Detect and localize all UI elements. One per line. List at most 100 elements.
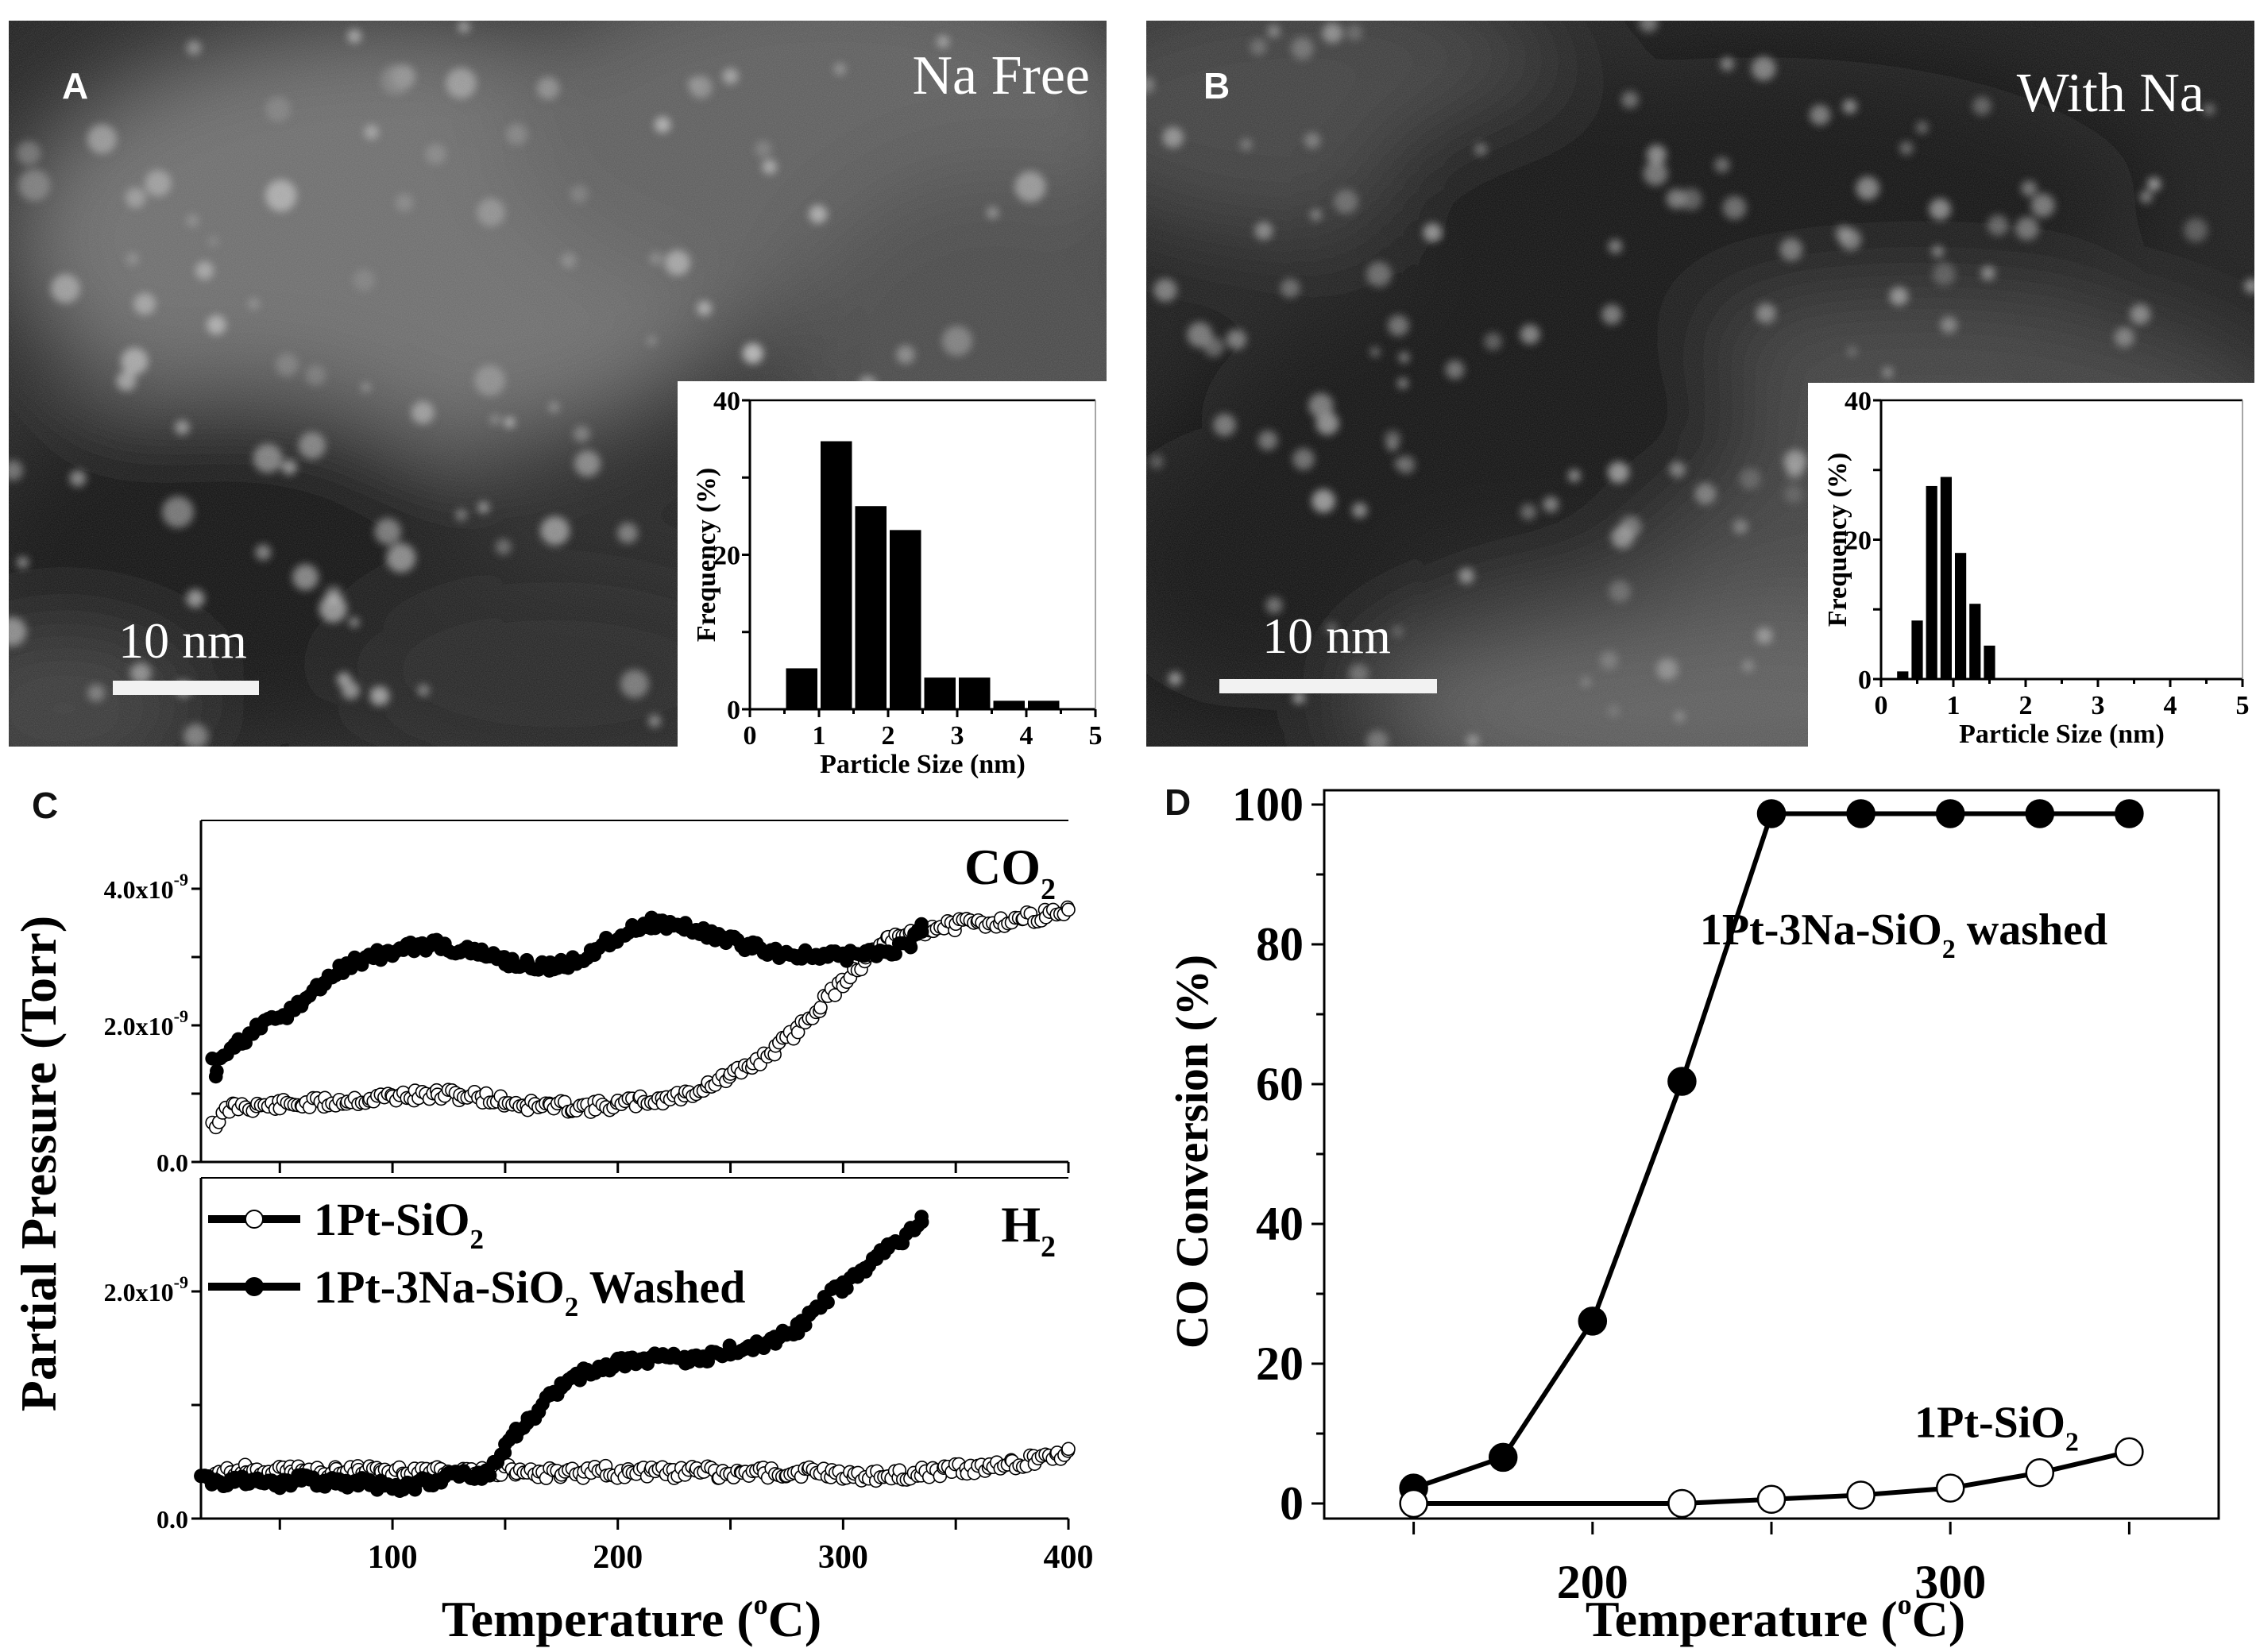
y-axis-label: Frequency (%) bbox=[692, 468, 721, 642]
x-tick-label: 1 bbox=[1947, 691, 1960, 720]
legend-label: 1Pt-SiO2 bbox=[314, 1194, 484, 1255]
histogram-bar bbox=[993, 701, 1025, 709]
y-tick-label: 80 bbox=[1256, 918, 1304, 971]
data-point bbox=[914, 1214, 929, 1229]
data-point bbox=[821, 1295, 835, 1310]
panel-d: D CO Conversion (%) 200 300 0 20 40 60 80 100 1P… bbox=[1165, 778, 2220, 1647]
x-tick-label: 5 bbox=[1089, 721, 1103, 751]
histogram-bar bbox=[924, 677, 956, 709]
y-tick-label: 40 bbox=[1256, 1198, 1304, 1250]
x-tick-label: 100 bbox=[368, 1539, 418, 1576]
panel-letter-c: C bbox=[32, 785, 58, 826]
x-tick-label: 300 bbox=[818, 1539, 868, 1576]
data-point bbox=[1846, 1480, 1875, 1510]
data-point bbox=[1578, 1307, 1608, 1336]
x-tick-label: 4 bbox=[2164, 691, 2177, 720]
y-axis-label-c: Partial Pressure (Torr) bbox=[10, 916, 67, 1411]
x-tick-label: 2 bbox=[2019, 691, 2033, 720]
y-tick-label: 2.0x10-9 bbox=[104, 1272, 188, 1307]
legend-marker bbox=[245, 1277, 264, 1296]
y-tick-label: 2.0x10-9 bbox=[104, 1006, 188, 1040]
histogram-inset-a: 0 1 2 3 4 5 0 20 40 Particle Size (nm) Frequency (… bbox=[678, 381, 1107, 779]
scale-bar-a bbox=[113, 681, 259, 695]
condition-label-a: Na Free bbox=[912, 45, 1090, 106]
data-point bbox=[1667, 1067, 1697, 1096]
series-annotation-main: 1Pt-3Na-SiO bbox=[1700, 905, 1942, 955]
data-point bbox=[1488, 1442, 1518, 1473]
y-tick-label: 0.0 bbox=[156, 1148, 188, 1177]
data-point bbox=[903, 940, 918, 955]
data-point bbox=[1399, 1488, 1428, 1519]
y-tick-mantissa: 2.0x10 bbox=[104, 1278, 174, 1307]
y-tick-label: 4.0x10-9 bbox=[104, 870, 188, 904]
y-tick-label: 0.0 bbox=[156, 1505, 188, 1534]
x-axis-label: Particle Size (nm) bbox=[820, 750, 1026, 779]
data-point bbox=[2115, 799, 2144, 828]
y-axis-label: Frequency (%) bbox=[1823, 453, 1852, 627]
condition-label-b: With Na bbox=[2017, 63, 2204, 124]
series-1pt-3na-sio2-washed bbox=[194, 1210, 929, 1498]
data-point bbox=[1061, 902, 1076, 917]
x-axis-label-d-part3: C) bbox=[1912, 1591, 1966, 1647]
histogram-bar bbox=[821, 441, 852, 709]
gas-label-subscript: 2 bbox=[1041, 1230, 1056, 1264]
x-tick-label: 200 bbox=[593, 1539, 643, 1576]
series-annotation: 1Pt-3Na-SiO2 washed bbox=[1700, 905, 2107, 964]
gas-label: CO2 bbox=[964, 839, 1056, 906]
plot-frame bbox=[1323, 789, 2220, 1520]
histogram-bar bbox=[1897, 671, 1909, 679]
x-axis-label-d: Temperature (oC) bbox=[1586, 1588, 1965, 1647]
x-tick-label: 1 bbox=[813, 721, 826, 751]
data-point bbox=[1935, 799, 1965, 828]
x-axis-label-c-part1: Temperature ( bbox=[442, 1591, 754, 1647]
gas-label: H2 bbox=[1001, 1196, 1056, 1264]
data-point bbox=[482, 1468, 497, 1483]
series-annotation-tail: washed bbox=[1956, 905, 2107, 955]
panel-c: C Partial Pressure (Torr) 0.0 2.0x10-9 4.0… bbox=[10, 785, 1094, 1647]
data-point bbox=[914, 924, 929, 939]
data-point bbox=[813, 1000, 828, 1015]
gas-label-main: H bbox=[1001, 1196, 1041, 1253]
y-tick-label: 20 bbox=[1845, 527, 1872, 556]
panel-letter-b: B bbox=[1203, 65, 1230, 106]
y-tick-label: 40 bbox=[1845, 387, 1872, 416]
scale-bar-label-b: 10 nm bbox=[1262, 608, 1391, 664]
x-axis-label-c-part3: C) bbox=[768, 1591, 822, 1647]
legend-label-subscript: 2 bbox=[565, 1291, 579, 1322]
x-axis-label-d-part1: Temperature ( bbox=[1586, 1591, 1898, 1647]
panel-letter-a: A bbox=[62, 65, 88, 106]
co2-subplot: 0.0 2.0x10-9 4.0x10-9 CO2 bbox=[104, 820, 1076, 1177]
data-point bbox=[210, 1063, 224, 1079]
y-axis-label-d: CO Conversion (%) bbox=[1166, 955, 1218, 1349]
y-tick-label: 0 bbox=[1280, 1477, 1304, 1530]
histogram-bar bbox=[1028, 701, 1060, 709]
y-tick-label: 100 bbox=[1232, 778, 1304, 831]
x-tick-label: 0 bbox=[744, 721, 757, 751]
y-tick-label: 0 bbox=[1858, 666, 1872, 695]
y-tick-mantissa: 0.0 bbox=[156, 1505, 188, 1534]
data-point bbox=[2025, 1458, 2055, 1488]
series-annotation-subscript: 2 bbox=[2065, 1427, 2079, 1457]
h2-subplot: 100 200 300 4000.02.0x10-9H21Pt-SiO21Pt-3Na… bbox=[104, 1177, 1094, 1576]
scale-bar-b bbox=[1219, 679, 1437, 693]
legend-label-main: 1Pt-SiO bbox=[314, 1194, 470, 1245]
histogram-bar bbox=[855, 506, 887, 709]
series-annotation: 1Pt-SiO2 bbox=[1914, 1398, 2079, 1457]
x-tick-label: 0 bbox=[1875, 691, 1888, 720]
panel-b: B With Na 10 nm 0 1 2 3 4 5 0 20 40 Particle Size… bbox=[1146, 21, 2254, 749]
gas-label-subscript: 2 bbox=[1041, 873, 1056, 906]
histogram-bar bbox=[1984, 645, 1995, 679]
data-point bbox=[1846, 799, 1875, 828]
histogram-bar bbox=[1940, 477, 1952, 679]
legend-label-subscript: 2 bbox=[470, 1224, 485, 1255]
data-point bbox=[1935, 1473, 1965, 1503]
histogram-bar bbox=[1969, 604, 1981, 679]
histogram-bar bbox=[1955, 553, 1967, 679]
y-tick-label: 0 bbox=[727, 696, 740, 725]
legend-label: 1Pt-3Na-SiO2 Washed bbox=[314, 1261, 745, 1322]
x-tick-label: 3 bbox=[951, 721, 964, 751]
degree-symbol-d: o bbox=[1898, 1588, 1912, 1620]
legend-label-tail: Washed bbox=[578, 1261, 745, 1313]
